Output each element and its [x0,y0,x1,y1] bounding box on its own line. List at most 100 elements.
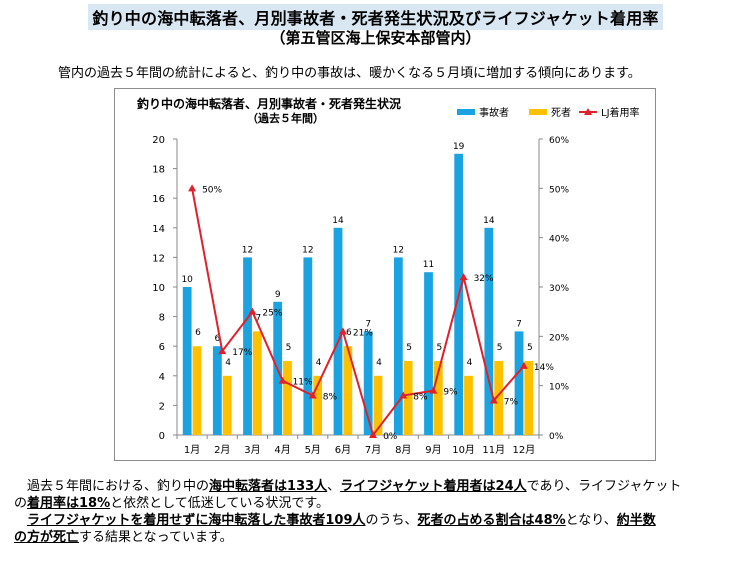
bar-label-accidents: 6 [214,334,220,344]
bar-deaths [192,346,202,435]
bar-accidents [243,257,252,435]
summary-highlight: の方が死亡 [14,530,80,545]
x-tick-label: 1月 [184,444,200,456]
y-left-tick-label: 8 [159,313,165,324]
summary-highlight: 海中転落者は133人 [209,479,328,494]
y-right-tick-label: 50% [549,185,569,195]
bar-deaths [433,361,443,435]
line-label-lj-rate: 0% [383,432,398,442]
line-label-lj-rate: 14% [534,363,554,373]
line-label-lj-rate: 21% [353,328,373,338]
page-subtitle: （第五管区海上保安本部管内） [270,29,481,47]
y-right-tick-label: 30% [549,284,569,294]
summary-line-2: の着用率は18%と依然として低迷している状況です。 [14,495,749,512]
line-point-lj-rate [489,396,498,404]
line-point-lj-rate [188,184,197,192]
summary-text-b: となり、 [565,513,617,528]
summary-text-b: 、 [327,479,341,494]
line-point-lj-rate [218,347,227,355]
x-tick-label: 6月 [335,444,351,456]
summary-text-a: の [14,496,28,511]
y-right-tick-label: 60% [549,136,569,146]
bar-deaths [464,375,473,435]
y-left-tick-label: 18 [152,165,165,176]
y-right-tick-label: 0% [549,432,564,442]
summary-text: 過去５年間における、釣り中の海中転落者は133人、ライフジャケット着用者は24人… [14,478,749,546]
bar-deaths [494,361,504,435]
bar-label-accidents: 14 [483,216,495,226]
bar-deaths [403,361,413,435]
line-label-lj-rate: 32% [474,274,494,284]
x-tick-label: 3月 [244,444,260,456]
legend-swatch-marker [584,108,592,115]
summary-line-1: 過去５年間における、釣り中の海中転落者は133人、ライフジャケット着用者は24人… [14,478,749,495]
line-label-lj-rate: 7% [504,397,519,407]
x-tick-label: 7月 [365,444,381,456]
bar-accidents [182,287,192,435]
line-label-lj-rate: 25% [262,309,282,319]
x-tick-label: 4月 [274,444,290,456]
intro-text: 管内の過去５年間の統計によると、釣り中の事故は、暖かくなる５月頃に増加する傾向に… [58,66,641,81]
summary-line-4: の方が死亡する結果となっています。 [14,529,749,546]
bar-label-accidents: 11 [423,260,434,270]
legend-label: 事故者 [479,106,509,119]
bar-label-deaths: 4 [316,358,322,368]
line-point-lj-rate [308,391,317,399]
bar-label-deaths: 5 [527,343,533,353]
y-left-tick-label: 0 [159,431,165,442]
chart-svg: 釣り中の海中転落者、月別事故者・死者発生状況 （過去５年間） 事故者 死者 LJ着用… [137,96,640,456]
bar-deaths [283,361,292,435]
bar-accidents [484,227,494,435]
legend-swatch [457,109,475,115]
bar-accidents [363,331,373,435]
bar-label-accidents: 10 [181,275,193,285]
bar-label-deaths: 6 [346,328,352,338]
x-tick-label: 10月 [452,444,475,456]
bar-label-deaths: 5 [436,343,442,353]
y-left-tick-label: 10 [152,283,165,294]
bar-label-deaths: 4 [376,358,382,368]
chart-container: 釣り中の海中転落者、月別事故者・死者発生状況 （過去５年間） 事故者 死者 LJ着用… [114,88,656,461]
bar-label-deaths: 5 [286,343,292,353]
chart-subtitle: （過去５年間） [247,111,324,125]
bar-deaths [313,375,323,435]
x-tick-label: 8月 [395,444,411,456]
line-label-lj-rate: 17% [232,348,252,358]
line-point-lj-rate [369,431,378,438]
y-left-tick-label: 6 [159,342,165,353]
page-title: 釣り中の海中転落者、月別事故者・死者発生状況及びライフジャケット着用率 [88,4,663,30]
legend-label: 死者 [551,107,571,119]
bar-label-accidents: 14 [332,216,344,226]
summary-highlight: ライフジャケット着用者は24人 [340,479,527,494]
line-label-lj-rate: 11% [293,378,313,388]
line-label-lj-rate: 8% [413,393,428,403]
legend-swatch [529,109,547,115]
legend-label: LJ着用率 [601,106,640,119]
y-left-tick-label: 2 [159,401,165,412]
summary-text-c: であり、ライフジャケット [526,479,682,494]
bar-label-deaths: 6 [195,328,201,338]
line-point-lj-rate [459,273,468,281]
bar-label-deaths: 4 [467,358,473,368]
line-point-lj-rate [429,386,438,394]
bar-label-accidents: 12 [242,245,253,255]
summary-line-3: ライフジャケットを着用せずに海中転落した事故者109人のうち、死者の占める割合は… [14,512,749,529]
summary-text-b: と依然として低迷している状況です。 [110,496,330,511]
chart-legend: 事故者 死者 LJ着用率 [457,106,640,119]
y-left-tick-label: 16 [152,194,165,205]
x-tick-label: 5月 [305,444,321,456]
title-area: 釣り中の海中転落者、月別事故者・死者発生状況及びライフジャケット着用率 [0,4,751,30]
bar-deaths [252,331,262,435]
y-left-tick-label: 12 [152,253,165,264]
line-point-lj-rate [338,327,347,335]
bar-label-accidents: 7 [365,319,371,329]
bar-accidents [303,257,313,435]
bar-deaths [343,346,353,435]
x-tick-label: 11月 [482,444,505,456]
bar-accidents [514,331,524,435]
summary-highlight: 着用率は18% [27,496,111,511]
bar-label-deaths: 4 [225,358,231,368]
bar-label-accidents: 19 [453,142,465,152]
line-point-lj-rate [519,361,528,369]
